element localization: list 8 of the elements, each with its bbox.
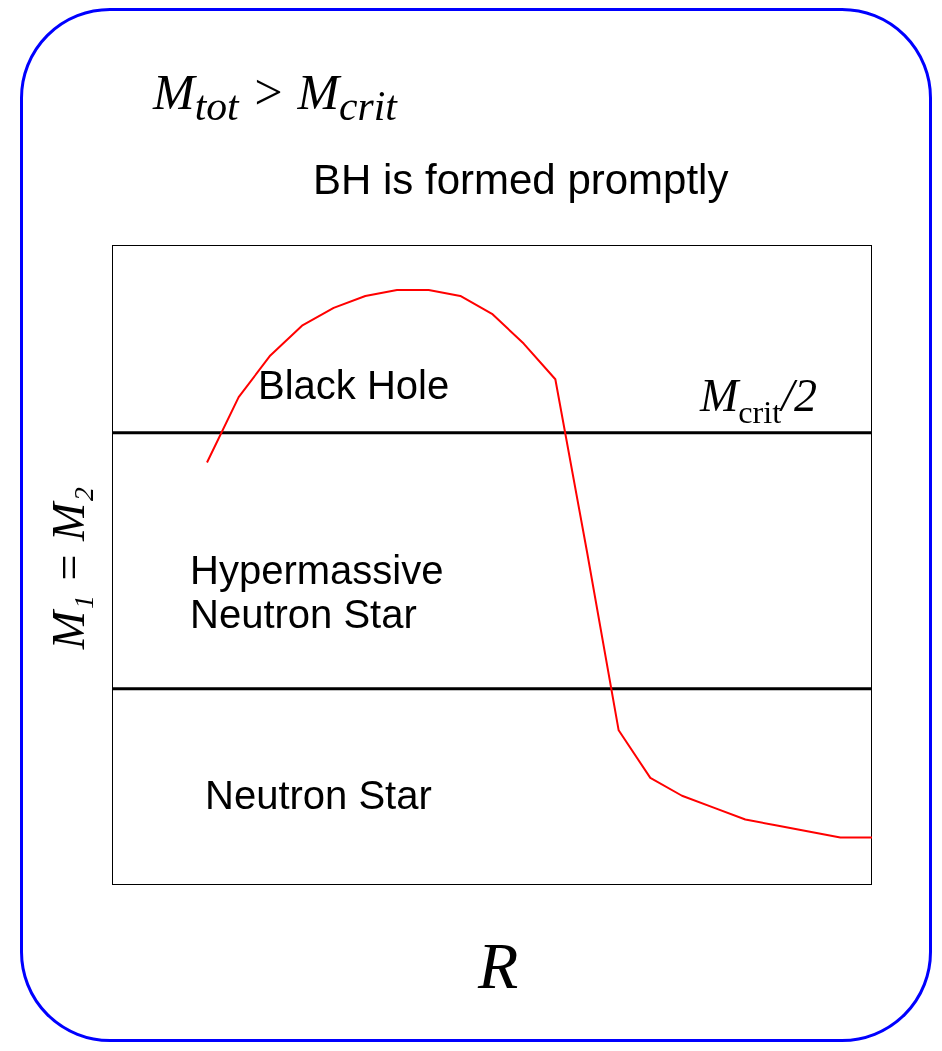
ref-line-label: M$_{crit}$/2 — [699, 369, 817, 430]
y-axis-title: M₁ = M₂ — [41, 486, 95, 650]
annotation: Black Hole — [258, 363, 450, 407]
chart-title: M$_{tot}$ > M$_{crit}$ — [153, 63, 397, 130]
chart-subtitle: BH is formed promptly — [313, 156, 729, 204]
x-axis-title: R — [478, 928, 519, 1004]
annotation: Neutron Star — [205, 773, 432, 817]
annotation: Hypermassive Neutron Star — [190, 548, 444, 636]
